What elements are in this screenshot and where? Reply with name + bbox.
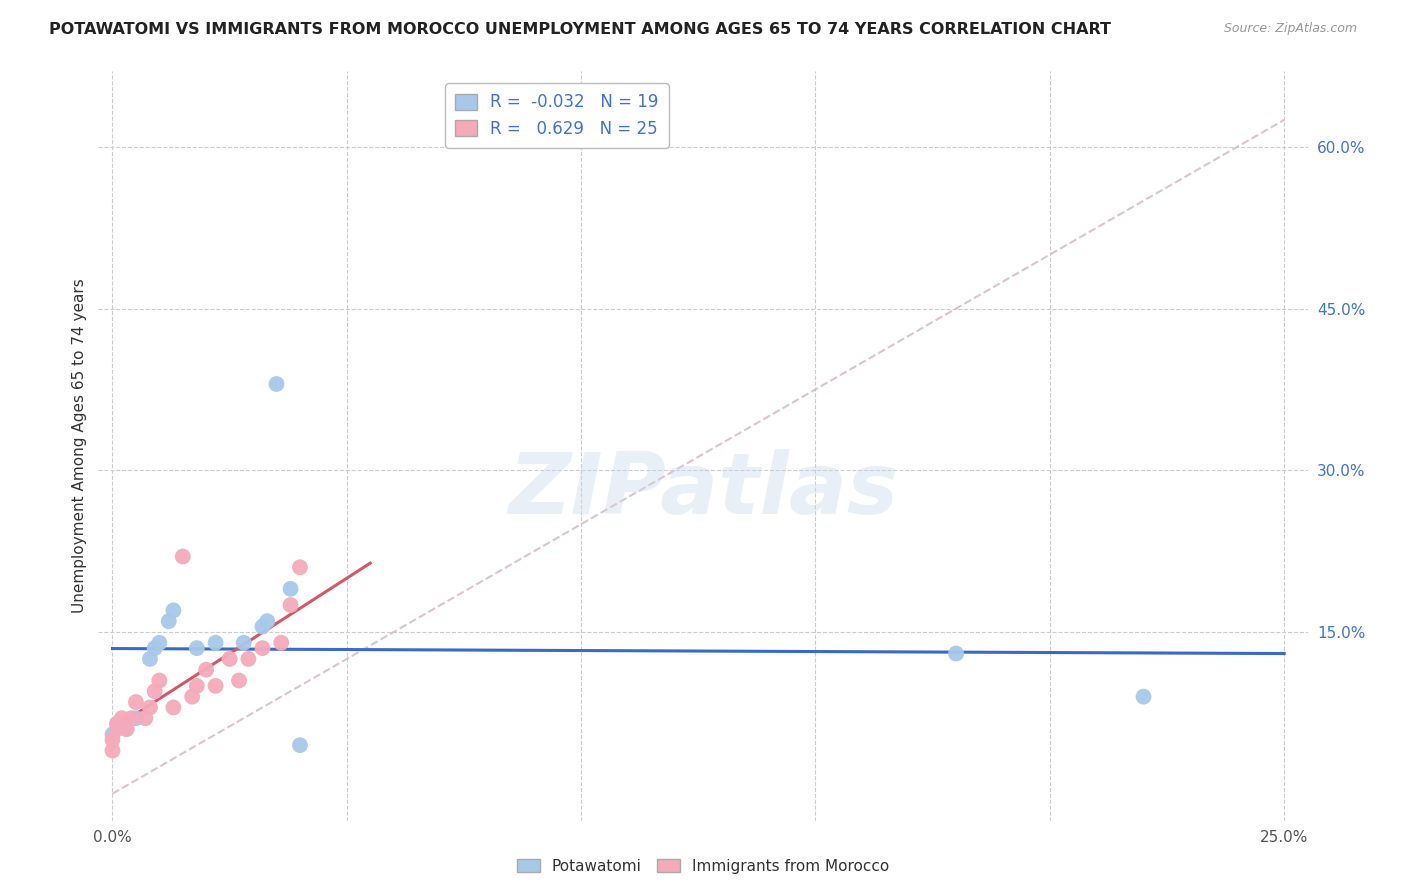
Point [195, 663, 218, 677]
Point [139, 700, 162, 714]
Point [945, 647, 967, 661]
Point [101, 732, 124, 747]
Point [115, 722, 138, 736]
Point [148, 636, 170, 650]
Point [120, 711, 142, 725]
Text: POTAWATOMI VS IMMIGRANTS FROM MOROCCO UNEMPLOYMENT AMONG AGES 65 TO 74 YEARS COR: POTAWATOMI VS IMMIGRANTS FROM MOROCCO UN… [49, 22, 1111, 37]
Point [266, 377, 288, 392]
Point [280, 598, 302, 612]
Point [101, 727, 124, 741]
Legend: R =  -0.032   N = 19, R =   0.629   N = 25: R = -0.032 N = 19, R = 0.629 N = 25 [446, 84, 669, 148]
Point [238, 652, 260, 666]
Point [204, 636, 226, 650]
Point [111, 711, 134, 725]
Point [252, 641, 274, 656]
Point [270, 636, 292, 650]
Point [143, 684, 166, 698]
Point [218, 652, 240, 666]
Point [143, 641, 166, 656]
Point [186, 641, 208, 656]
Point [115, 722, 138, 736]
Point [228, 673, 250, 688]
Point [288, 738, 311, 752]
Point [252, 619, 274, 633]
Point [172, 549, 194, 564]
Point [232, 636, 254, 650]
Point [125, 711, 148, 725]
Point [204, 679, 226, 693]
Y-axis label: Unemployment Among Ages 65 to 74 years: Unemployment Among Ages 65 to 74 years [72, 278, 87, 614]
Point [162, 603, 184, 617]
Point [105, 716, 128, 731]
Point [125, 695, 148, 709]
Point [288, 560, 311, 574]
Point [105, 716, 128, 731]
Point [157, 614, 180, 628]
Point [105, 722, 128, 736]
Point [139, 652, 162, 666]
Point [280, 582, 302, 596]
Point [256, 614, 278, 628]
Point [186, 679, 208, 693]
Legend: Potawatomi, Immigrants from Morocco: Potawatomi, Immigrants from Morocco [510, 853, 896, 880]
Text: Source: ZipAtlas.com: Source: ZipAtlas.com [1223, 22, 1357, 36]
Text: ZIPatlas: ZIPatlas [508, 450, 898, 533]
Point [148, 673, 170, 688]
Point [181, 690, 204, 704]
Point [162, 700, 184, 714]
Point [134, 711, 156, 725]
Point [101, 743, 124, 757]
Point [1132, 690, 1154, 704]
